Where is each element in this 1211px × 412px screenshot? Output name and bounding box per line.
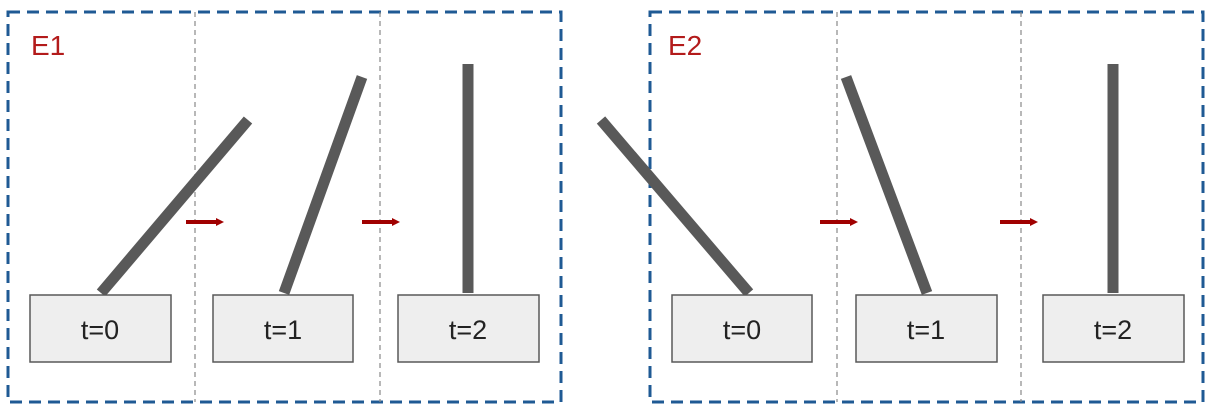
time-label: t=1 bbox=[907, 315, 945, 345]
pole bbox=[840, 75, 933, 295]
cart bbox=[212, 294, 354, 363]
time-label: t=0 bbox=[723, 315, 761, 345]
episode-2-frame bbox=[648, 10, 1205, 404]
episode-1-label: E1 bbox=[31, 30, 65, 61]
step-t2: t=2 bbox=[1042, 64, 1185, 363]
pole bbox=[96, 116, 253, 297]
cart bbox=[671, 294, 813, 363]
cart bbox=[29, 294, 172, 363]
step-t0: t=0 bbox=[596, 116, 813, 363]
pole bbox=[278, 75, 368, 295]
cart bbox=[397, 294, 540, 363]
step-t2: t=2 bbox=[397, 64, 540, 363]
step-t0: t=0 bbox=[29, 116, 253, 363]
pole bbox=[596, 116, 754, 297]
episode-2-label: E2 bbox=[668, 30, 702, 61]
step-t1: t=1 bbox=[840, 75, 998, 363]
time-label: t=1 bbox=[264, 315, 302, 345]
episode-1-frame bbox=[6, 10, 563, 404]
cart bbox=[1042, 294, 1185, 363]
cart bbox=[855, 294, 998, 363]
step-t1: t=1 bbox=[212, 75, 368, 363]
time-label: t=2 bbox=[449, 315, 487, 345]
episode-2: E2 t=0 t=1 t=2 bbox=[596, 10, 1205, 404]
time-label: t=2 bbox=[1094, 315, 1132, 345]
time-label: t=0 bbox=[81, 315, 119, 345]
episode-1: E1 t=0 t=1 t=2 bbox=[6, 10, 563, 404]
